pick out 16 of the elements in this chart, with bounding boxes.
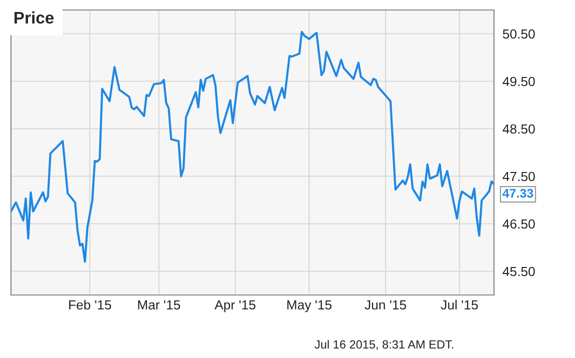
y-tick-label: 46.50 [502,219,535,229]
x-tick-label: Mar '15 [138,300,180,310]
x-tick-label: May '15 [287,300,332,312]
y-tick-label: 45.50 [502,266,535,276]
x-tick-label: Jul '15 [440,300,478,310]
y-tick-label: 49.50 [502,76,535,86]
y-tick-label: 50.50 [502,29,535,39]
x-tick-label: Apr '15 [214,300,256,312]
chart-title: Price [14,11,54,24]
y-tick-label: 47.50 [502,172,535,182]
x-tick-label: Feb '15 [69,300,112,310]
x-tick-label: Jun '15 [364,300,406,310]
text: Jul 16 2015, 8:31 AM EDT. [314,340,454,350]
line-series [11,30,494,263]
data-label: 47.33 [502,188,534,198]
y-tick-label: 48.50 [502,124,535,134]
